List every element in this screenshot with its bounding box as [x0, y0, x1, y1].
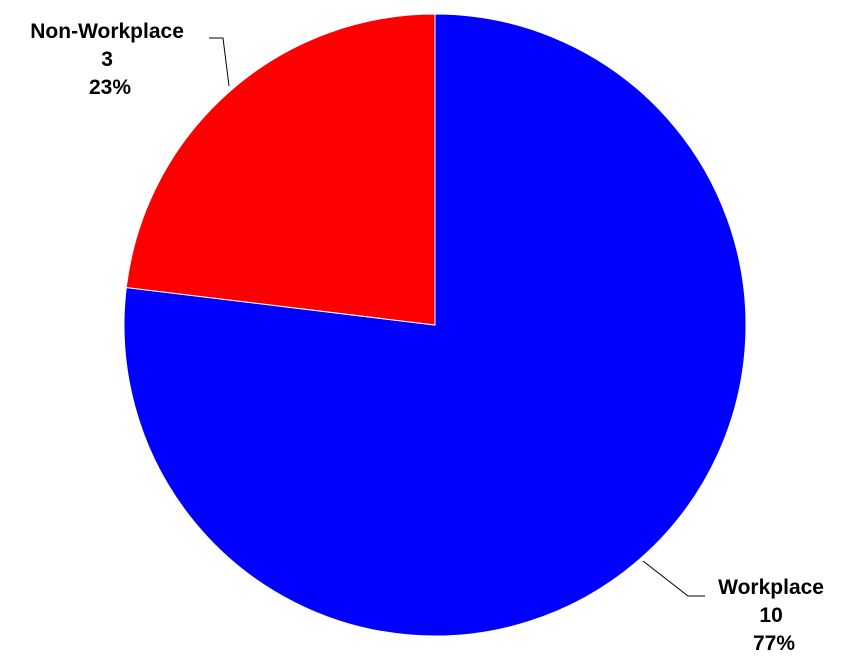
- leader-line-non-workplace: [209, 37, 230, 87]
- slice-value-workplace: 10: [759, 604, 782, 627]
- slice-name-non-workplace: Non-Workplace: [30, 20, 184, 43]
- slice-value-non-workplace: 3: [101, 48, 113, 71]
- slice-name-workplace: Workplace: [718, 576, 824, 599]
- slice-percent-non-workplace: 23%: [89, 76, 131, 99]
- slice-label-non-workplace: Non-Workplace 3 23%: [30, 20, 189, 99]
- leader-line-workplace: [642, 560, 705, 597]
- pie-slice-non-workplace: [125, 13, 436, 326]
- slice-percent-workplace: 77%: [753, 632, 795, 655]
- slice-label-workplace: Workplace 10 77%: [718, 576, 830, 655]
- pie-slices: [123, 13, 747, 637]
